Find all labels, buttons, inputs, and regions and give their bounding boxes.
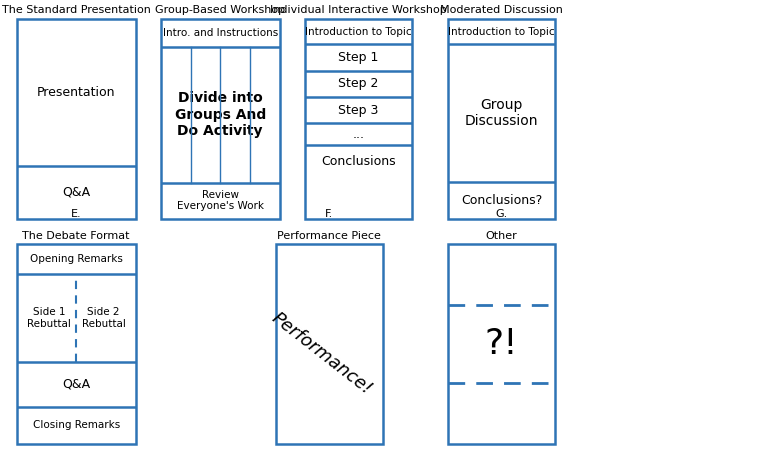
Text: Step 3: Step 3: [339, 104, 378, 117]
Text: Group-Based Workshop: Group-Based Workshop: [155, 5, 285, 15]
Text: Performance!: Performance!: [268, 309, 375, 399]
Text: Side 1
Rebuttal: Side 1 Rebuttal: [27, 307, 70, 329]
Bar: [161, 19, 280, 219]
Text: Moderated Discussion: Moderated Discussion: [440, 5, 563, 15]
Text: E.: E.: [71, 209, 81, 219]
Text: ?!: ?!: [485, 327, 519, 361]
Bar: [276, 244, 383, 444]
Text: Presentation: Presentation: [37, 86, 116, 99]
Text: Q&A: Q&A: [62, 378, 90, 391]
Text: Step 1: Step 1: [339, 51, 378, 64]
Text: Q&A: Q&A: [62, 186, 90, 199]
Text: Other: Other: [486, 231, 518, 241]
Text: Introduction to Topic: Introduction to Topic: [305, 27, 412, 37]
Text: G.: G.: [496, 209, 508, 219]
Text: Group
Discussion: Group Discussion: [465, 98, 538, 128]
Bar: [448, 244, 555, 444]
Bar: [305, 19, 412, 219]
Text: Performance Piece: Performance Piece: [277, 231, 381, 241]
Bar: [17, 244, 136, 444]
Bar: [17, 19, 136, 219]
Text: Conclusions: Conclusions: [321, 155, 396, 168]
Text: Step 2: Step 2: [339, 78, 378, 90]
Text: Intro. and Instructions: Intro. and Instructions: [162, 28, 278, 38]
Text: Closing Remarks: Closing Remarks: [33, 420, 119, 431]
Text: The Debate Format: The Debate Format: [22, 231, 130, 241]
Text: Review
Everyone's Work: Review Everyone's Work: [177, 190, 264, 212]
Text: Divide into
Groups And
Do Activity: Divide into Groups And Do Activity: [175, 92, 266, 138]
Text: Conclusions?: Conclusions?: [461, 194, 542, 207]
Text: F.: F.: [326, 209, 333, 219]
Text: Introduction to Topic: Introduction to Topic: [448, 27, 555, 37]
Text: Side 2
Rebuttal: Side 2 Rebuttal: [82, 307, 126, 329]
Bar: [448, 19, 555, 219]
Text: Opening Remarks: Opening Remarks: [30, 254, 123, 264]
Text: ...: ...: [352, 128, 365, 141]
Text: The Standard Presentation: The Standard Presentation: [2, 5, 151, 15]
Text: Individual Interactive Workshop: Individual Interactive Workshop: [270, 5, 447, 15]
